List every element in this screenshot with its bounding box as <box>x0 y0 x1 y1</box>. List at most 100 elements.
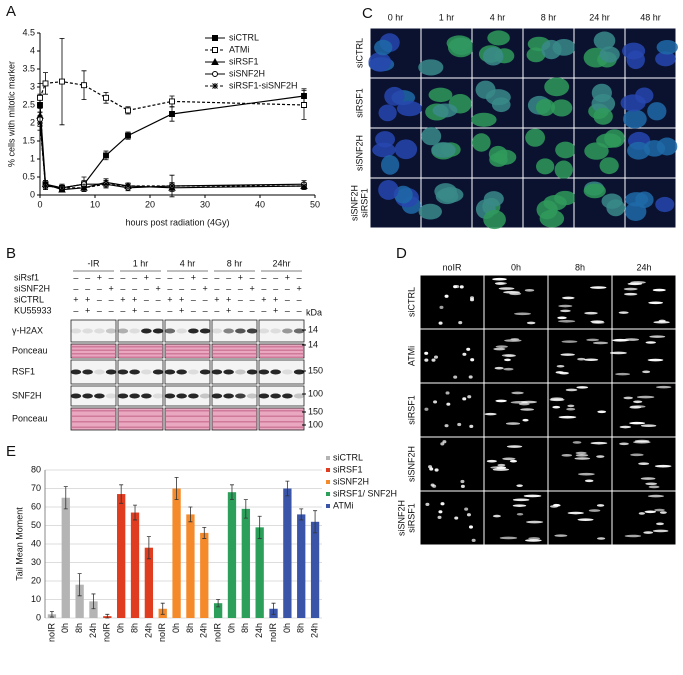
row-label: siRSF1 <box>406 503 416 533</box>
treatment-sign: – <box>73 283 78 293</box>
comet <box>586 338 599 342</box>
column-label: 8 hr <box>541 12 557 22</box>
comet <box>444 294 449 298</box>
condition-label: 4 hr <box>180 258 196 268</box>
error-bar <box>257 515 262 539</box>
comet <box>577 518 594 521</box>
comet <box>506 445 523 448</box>
nucleus <box>421 127 442 146</box>
treatment-sign: – <box>167 283 172 293</box>
error-bar <box>243 499 248 519</box>
treatment-label: siCTRL <box>14 294 44 304</box>
comet <box>468 525 473 529</box>
comet <box>653 320 670 324</box>
column-label: 0h <box>511 262 521 272</box>
blot-band <box>117 393 129 399</box>
nucleus <box>535 98 556 117</box>
x-tick-label: 24h <box>309 623 319 638</box>
comet <box>633 400 643 404</box>
y-tick-label: 30 <box>31 557 41 567</box>
bar <box>255 527 264 618</box>
ponceau-stripe <box>119 356 162 358</box>
y-tick-label: 0 <box>36 612 41 622</box>
blot-band <box>211 369 223 375</box>
error-bar <box>63 486 68 510</box>
nucleus <box>593 31 616 50</box>
comet <box>511 391 524 395</box>
point <box>37 120 43 126</box>
x-tick-label: 30 <box>200 199 210 209</box>
point <box>169 111 175 117</box>
blot-band <box>258 369 270 375</box>
comet <box>652 529 669 533</box>
comet <box>497 463 506 467</box>
blot-band <box>129 393 140 399</box>
y-tick-label: 1 <box>30 153 35 163</box>
blot-strip <box>258 407 305 431</box>
y-tick-label: 3 <box>30 81 35 91</box>
treatment-sign: – <box>179 272 184 282</box>
x-tick-label: 0h <box>60 623 70 633</box>
nucleus <box>437 187 464 203</box>
comet <box>504 339 522 342</box>
legend-label: siSNF2H <box>333 476 369 486</box>
ponceau-stripe <box>260 421 303 423</box>
x-tick-label: 10 <box>90 199 100 209</box>
y-tick-label: 70 <box>31 483 41 493</box>
comet <box>469 424 474 428</box>
comet <box>549 398 565 402</box>
nucleus <box>635 191 654 208</box>
comet <box>552 405 561 409</box>
nucleus <box>550 99 573 117</box>
y-tick-label: 10 <box>31 594 41 604</box>
point <box>103 152 109 159</box>
y-tick-label: 50 <box>31 520 41 530</box>
ponceau-stripe <box>213 410 256 412</box>
comet <box>640 424 657 427</box>
comet <box>567 404 575 408</box>
blot-band <box>199 369 211 375</box>
image-tile <box>484 329 548 383</box>
comet <box>466 347 471 351</box>
legend-marker <box>212 47 218 53</box>
y-tick-label: 80 <box>31 464 41 474</box>
error-bar <box>91 593 96 610</box>
comet <box>495 399 507 403</box>
comet <box>597 410 607 414</box>
blot-band <box>117 369 129 375</box>
x-tick-label: 8h <box>74 623 84 633</box>
comet <box>648 301 664 305</box>
nucleus <box>396 100 423 117</box>
comet <box>470 358 475 362</box>
legend-swatch <box>326 492 330 496</box>
blot-band <box>282 369 293 375</box>
blot-band <box>105 328 117 334</box>
blot-band <box>246 393 258 399</box>
comet <box>460 484 465 488</box>
treatment-sign: + <box>85 294 90 304</box>
comet <box>577 472 595 476</box>
legend-label: siCTRL <box>229 32 259 42</box>
y-axis-label: Tail Mean Moment <box>14 507 24 581</box>
error-bar <box>202 526 207 539</box>
treatment-sign: – <box>167 305 172 315</box>
comet <box>557 316 567 320</box>
comet <box>630 405 646 408</box>
column-label: 0 hr <box>388 12 404 22</box>
treatment-sign: – <box>273 272 278 282</box>
treatment-sign: – <box>203 305 208 315</box>
comet <box>462 397 467 401</box>
row-label: siRSF1 <box>406 395 416 425</box>
image-tile <box>420 491 484 545</box>
panel-label: E <box>6 443 16 460</box>
treatment-sign: + <box>249 283 254 293</box>
comet <box>588 509 601 512</box>
treatment-label: siRsf1 <box>14 272 39 282</box>
treatment-sign: – <box>120 272 125 282</box>
comet <box>457 422 462 427</box>
column-label: noIR <box>442 262 462 272</box>
nucleus <box>380 155 400 175</box>
comet <box>556 364 565 368</box>
bar <box>186 514 195 618</box>
nucleus <box>647 102 667 121</box>
